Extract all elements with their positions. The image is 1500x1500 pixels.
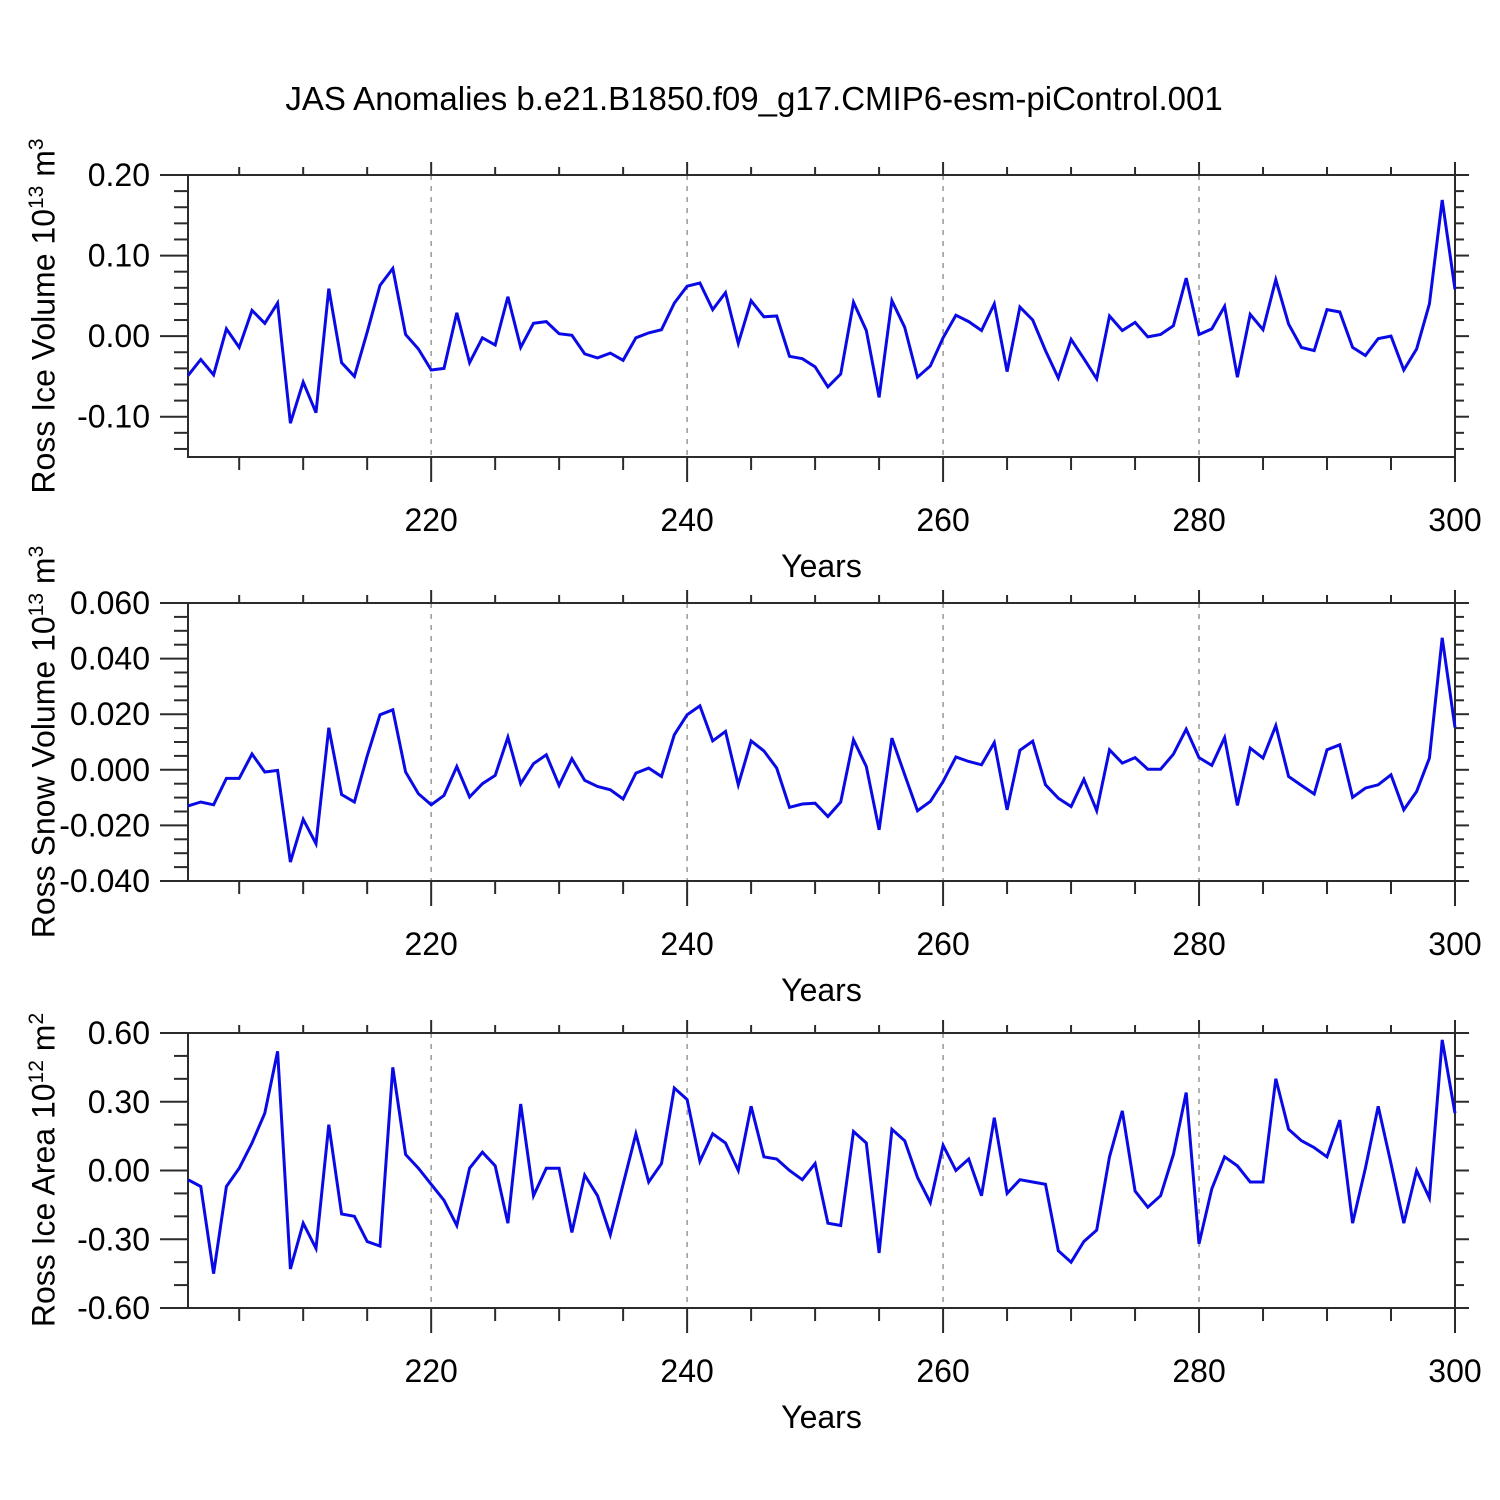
x-tick-label: 280 (1172, 926, 1225, 962)
y-tick-label: 0.20 (88, 157, 150, 193)
data-line (187, 637, 1457, 863)
y-tick-label: 0.00 (88, 318, 150, 354)
y-tick-label: 0.040 (70, 641, 150, 677)
plot-frame (187, 602, 1456, 882)
y-tick-label: -0.020 (59, 807, 150, 843)
y-tick-label: 0.020 (70, 696, 150, 732)
x-axis-title: Years (781, 972, 862, 1008)
y-tick-label: -0.30 (77, 1221, 150, 1257)
x-axis-title: Years (781, 1399, 862, 1435)
x-tick-label: 220 (404, 502, 457, 538)
x-tick-label: 280 (1172, 1353, 1225, 1389)
x-tick-label: 260 (916, 502, 969, 538)
y-tick-label: -0.040 (59, 863, 150, 899)
x-tick-label: 240 (660, 926, 713, 962)
x-tick-label: 220 (404, 926, 457, 962)
x-tick-label: 300 (1428, 502, 1481, 538)
x-tick-label: 280 (1172, 502, 1225, 538)
data-line (187, 1039, 1457, 1274)
y-tick-label: 0.60 (88, 1015, 150, 1051)
y-tick-label: 0.000 (70, 752, 150, 788)
x-tick-label: 300 (1428, 926, 1481, 962)
x-tick-label: 240 (660, 502, 713, 538)
y-tick-label: 0.00 (88, 1153, 150, 1189)
x-tick-label: 300 (1428, 1353, 1481, 1389)
y-tick-label: 0.30 (88, 1084, 150, 1120)
chart-title: JAS Anomalies b.e21.B1850.f09_g17.CMIP6-… (285, 80, 1223, 117)
x-tick-label: 240 (660, 1353, 713, 1389)
x-axis-title: Years (781, 548, 862, 584)
x-tick-label: 260 (916, 1353, 969, 1389)
y-tick-label: -0.10 (77, 399, 150, 435)
x-tick-label: 220 (404, 1353, 457, 1389)
data-line (186, 199, 1457, 424)
y-tick-label: 0.060 (70, 585, 150, 621)
plot-frame (187, 174, 1456, 458)
y-tick-label: -0.60 (77, 1290, 150, 1326)
x-tick-label: 260 (916, 926, 969, 962)
y-tick-label: 0.10 (88, 238, 150, 274)
